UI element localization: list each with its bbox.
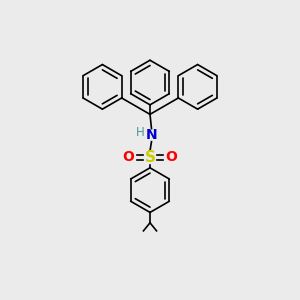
Text: N: N (146, 128, 157, 142)
Text: S: S (145, 150, 155, 165)
Text: O: O (123, 150, 134, 164)
Text: O: O (166, 150, 177, 164)
Text: H: H (136, 126, 145, 139)
